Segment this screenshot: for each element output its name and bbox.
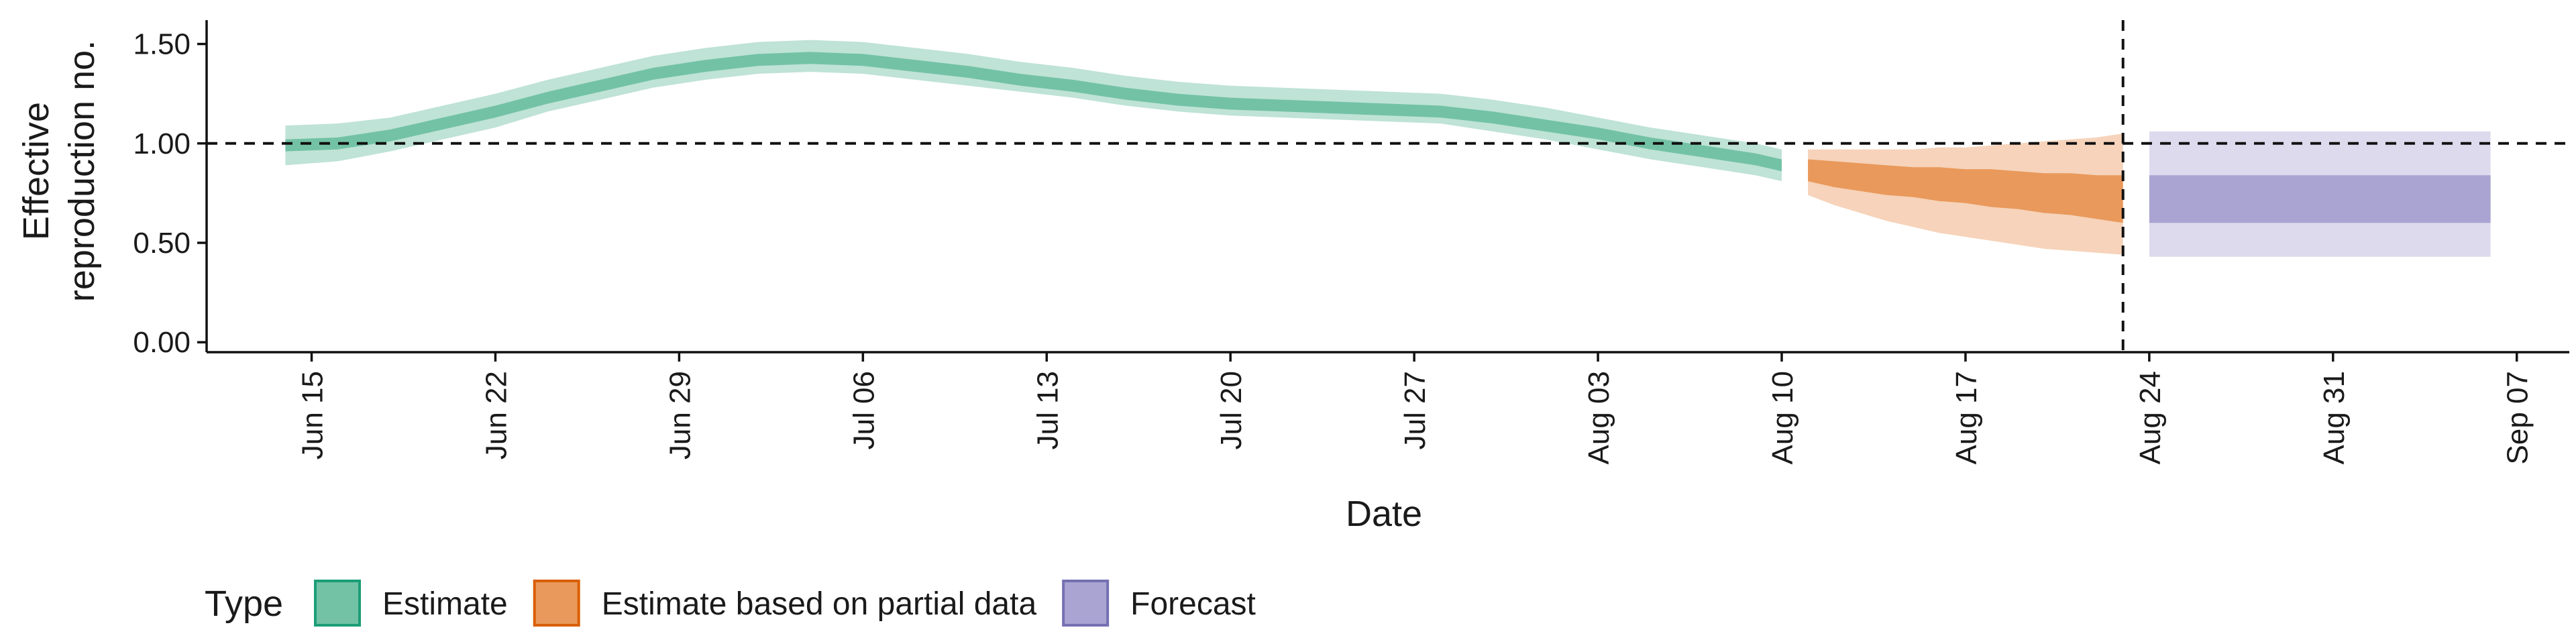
plot-bands [285,40,2491,257]
series-estimate-based-on-partial-data [1808,133,2123,255]
estimate-based-on-partial-data-inner-band [1808,159,2123,223]
axes: 0.00 0.50 1.00 1.50 Jun 15 Jun 22 Jun 29 Jul 06… [133,20,2569,464]
x-tick-label: Jun 15 [297,371,329,460]
y-axis-title: Effective reproduction no. [16,40,102,302]
x-tick-label: Jun 22 [480,371,513,460]
x-tick-label: Jul 06 [847,371,880,449]
x-tick-label: Jul 27 [1399,371,1432,449]
y-tick-label: 0.50 [133,227,191,260]
x-tick-label: Aug 17 [1950,371,1983,464]
x-tick-label: Aug 03 [1582,371,1615,464]
series-forecast [2149,131,2491,257]
x-tick-label: Aug 24 [2134,371,2167,464]
x-axis-title: Date [1346,494,1422,534]
forecast-inner-band [2149,175,2491,223]
legend-label-estimate: Estimate [382,586,508,622]
series-estimate [285,40,1782,182]
x-tick-label: Sep 07 [2502,371,2534,464]
legend-key-estimate-based-on-partial-data [533,580,580,627]
legend: Type Estimate Estimate based on partial d… [205,580,1256,627]
legend-title: Type [205,584,283,624]
estimate-inner-band [285,52,1782,172]
x-tick-label: Jun 29 [663,371,696,460]
legend-item-estimate-based-on-partial-data: Estimate based on partial data [533,580,1037,627]
legend-key-forecast [1062,580,1110,627]
legend-label-forecast: Forecast [1130,586,1256,622]
y-tick-label: 0.00 [133,326,191,359]
legend-label-estimate-based-on-partial-data: Estimate based on partial data [602,586,1037,622]
y-axis-title-line-1: Effective [16,102,56,240]
x-tick-label: Aug 31 [2318,371,2351,464]
legend-item-forecast: Forecast [1062,580,1256,627]
legend-key-estimate [314,580,361,627]
legend-item-estimate: Estimate [314,580,508,627]
y-axis-title-line-2: reproduction no. [62,40,102,302]
y-tick-label: 1.50 [133,28,191,61]
x-tick-label: Jul 20 [1215,371,1248,449]
y-tick-label: 1.00 [133,127,191,160]
x-tick-label: Jul 13 [1031,371,1064,449]
x-tick-label: Aug 10 [1766,371,1799,464]
